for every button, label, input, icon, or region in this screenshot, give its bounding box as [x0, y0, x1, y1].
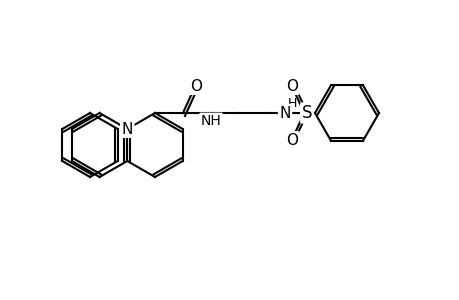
Text: N: N	[279, 106, 290, 121]
Text: NH: NH	[200, 114, 221, 128]
Text: O: O	[285, 133, 297, 148]
Text: N: N	[121, 122, 133, 136]
Text: O: O	[190, 79, 202, 94]
Text: S: S	[301, 104, 312, 122]
Text: H: H	[287, 97, 296, 110]
Text: O: O	[285, 79, 297, 94]
